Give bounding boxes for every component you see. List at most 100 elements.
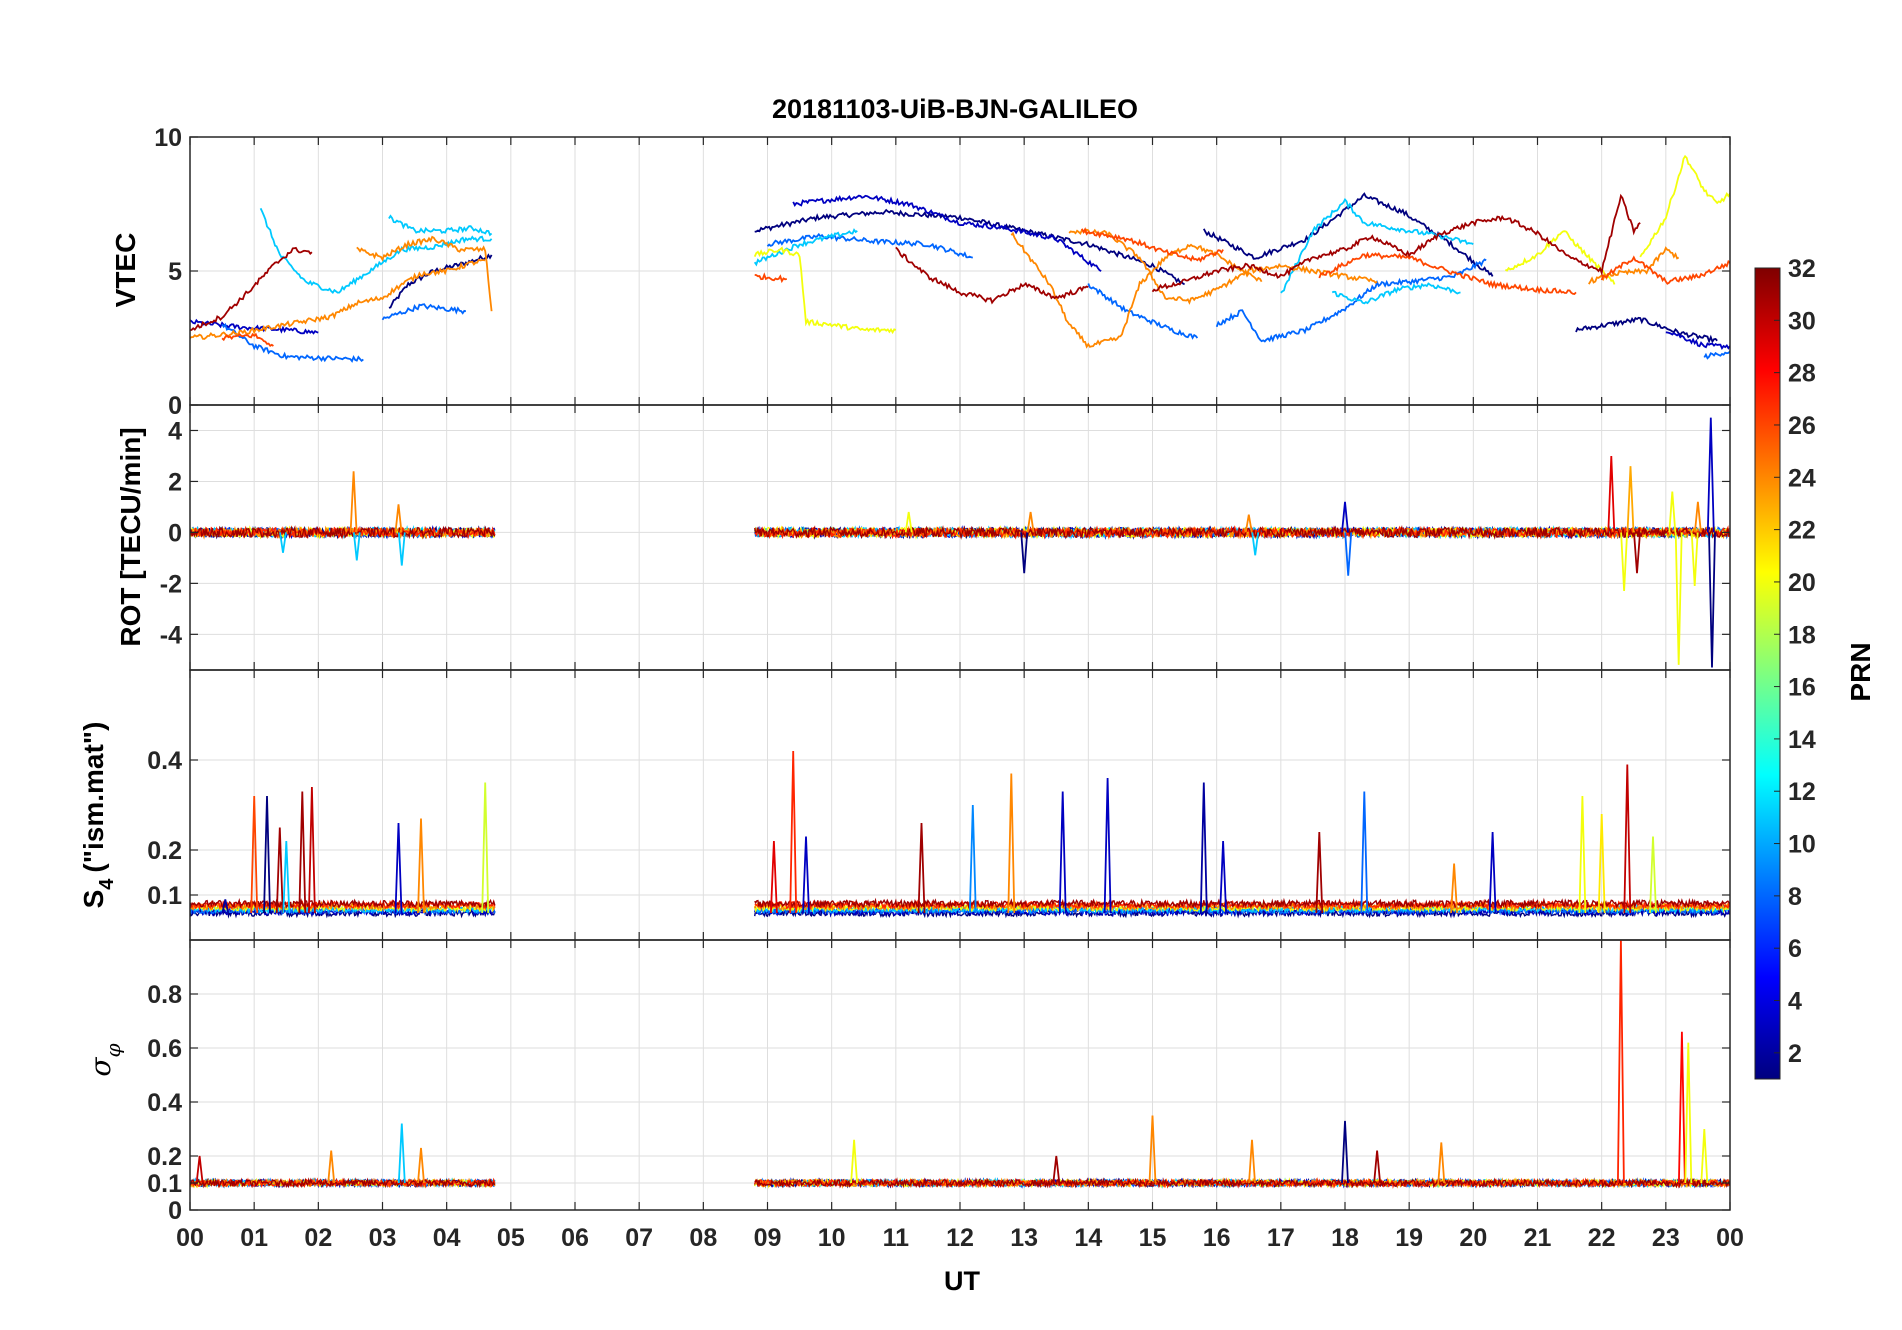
s4-ylabel-rest: ("ism.mat") <box>78 722 109 873</box>
x-tick-label: 05 <box>497 1224 525 1252</box>
sigma_phi-spike <box>1437 1142 1446 1184</box>
s4-spike <box>263 795 271 914</box>
s4-spike <box>417 818 425 914</box>
vtec-series-prn-20 <box>753 246 897 335</box>
x-tick-label: 21 <box>1524 1224 1552 1252</box>
s4-panel: 0.1 0.2 0.4 <box>147 669 1731 941</box>
vtec-series-prn-24 <box>1068 228 1378 305</box>
sigma_phi-ytick-label: 0.8 <box>147 981 182 1009</box>
s4-spike <box>1103 777 1112 914</box>
sigma_phi-ytick-label: 0.1 <box>147 1170 182 1198</box>
sigma_phi-ytick-label: 0.6 <box>147 1035 182 1063</box>
x-tick-label: 20 <box>1459 1224 1487 1252</box>
s4-spike <box>1623 764 1632 914</box>
x-tick-label: 01 <box>240 1224 268 1252</box>
colorbar-tick-label: 14 <box>1788 726 1816 754</box>
vtec-panel: 0 5 10 <box>154 124 1731 420</box>
vtec-series-prn-26 <box>221 332 274 348</box>
s4-ylabel-main: S <box>78 890 109 909</box>
x-tick-label: 02 <box>304 1224 332 1252</box>
sigma_phi-spike <box>1684 1042 1693 1184</box>
s4-trace-prn-31 <box>190 898 496 910</box>
rot-spike <box>1607 455 1616 533</box>
vtec-grid <box>190 136 1730 406</box>
s4-spike <box>917 822 926 914</box>
x-tick-label: 08 <box>689 1224 717 1252</box>
rot-trace-prn-31 <box>190 525 496 540</box>
s4-spike <box>1199 782 1208 914</box>
s4-ytick-label: 0.2 <box>147 837 182 865</box>
rot-spike <box>1620 532 1628 592</box>
x-tick-label: 04 <box>433 1224 461 1252</box>
s4-spike <box>1450 863 1458 914</box>
vtec-series-prn-3 <box>1665 331 1730 350</box>
colorbar-tick-label: 24 <box>1788 464 1816 492</box>
s4-spike <box>250 795 259 914</box>
rot-spike <box>1694 501 1702 533</box>
sigma_phi-spike <box>1700 1128 1709 1184</box>
rot-spike <box>1244 514 1253 533</box>
sigma_phi-spike <box>1373 1150 1381 1184</box>
s4-ylabel: S4 ("ism.mat") <box>78 722 118 909</box>
vtec-ylabel: VTEC <box>110 233 141 308</box>
s4-data <box>190 750 1730 919</box>
s4-ytick-label: 0.1 <box>147 882 182 910</box>
rot-spike <box>1341 501 1349 533</box>
vtec-series-prn-3 <box>190 318 319 335</box>
colorbar-tick-label: 30 <box>1788 307 1816 335</box>
colorbar-tick-label: 2 <box>1788 1040 1802 1068</box>
colorbar-tick-label: 10 <box>1788 831 1816 859</box>
rot-ylabel: ROT [TECU/min] <box>115 427 146 646</box>
sigma_phi-trace-prn-31 <box>754 1177 1730 1189</box>
sigma_phi-ytick-label: 0.2 <box>147 1143 182 1171</box>
s4-spike <box>1360 791 1369 914</box>
x-tick-labels: 00 01 02 03 04 05 06 07 08 09 10 11 12 13 14 15 16 17 18 19… <box>176 1224 1744 1252</box>
x-tick-label: 11 <box>883 1224 910 1252</box>
s4-spike <box>770 840 778 914</box>
vtec-series-prn-24 <box>356 235 493 312</box>
x-tick-label: 13 <box>1010 1224 1038 1252</box>
sigma_phi-spike <box>417 1147 425 1184</box>
vtec-series-prn-11 <box>1280 197 1474 294</box>
rot-trace-prn-31 <box>754 524 1730 540</box>
vtec-series-prn-26 <box>754 272 787 284</box>
rot-panel: -4 -2 0 2 4 <box>160 404 1731 671</box>
rot-spike <box>279 532 287 553</box>
sigma-phi-ylabel: σφ <box>84 1043 125 1076</box>
sigma_phi-spike <box>850 1139 858 1184</box>
sigma_phi-spike <box>195 1155 204 1184</box>
sigma_phi-ytick-label: 0 <box>168 1197 182 1225</box>
s4-spike <box>308 786 316 914</box>
vtec-series-prn-8 <box>1215 258 1487 343</box>
colorbar-tick-label: 4 <box>1788 988 1802 1016</box>
x-tick-label: 16 <box>1203 1224 1231 1252</box>
rot-spike <box>1706 417 1715 533</box>
colorbar-tick-label: 12 <box>1788 778 1816 806</box>
s4-ytick-label: 0.4 <box>147 747 182 775</box>
rot-ytick-label: 4 <box>168 417 182 445</box>
rot-spike <box>1668 491 1677 533</box>
x-tick-label: 10 <box>818 1224 846 1252</box>
x-tick-label: 17 <box>1267 1224 1295 1252</box>
rot-spike <box>1626 466 1635 533</box>
s4-spike <box>481 782 490 914</box>
sigma_phi-spike <box>1678 1031 1686 1184</box>
vtec-series-prn-31 <box>895 246 1089 305</box>
s4-spike <box>394 822 403 914</box>
vtec-series-prn-11 <box>259 207 493 294</box>
x-axis-label: UT <box>944 1266 980 1296</box>
sigma_phi-grid <box>190 940 1730 1211</box>
vtec-series-prn-8 <box>766 232 973 259</box>
rot-spike <box>1708 532 1716 668</box>
s4-spike <box>1488 831 1497 914</box>
s4-spike <box>1597 813 1606 914</box>
vtec-series-prn-24 <box>1588 246 1680 285</box>
sigma_phi-spike <box>1148 1115 1157 1184</box>
vtec-ytick-label: 0 <box>168 392 182 420</box>
vtec-data <box>190 154 1730 363</box>
vtec-series-prn-3 <box>792 194 1102 272</box>
rot-ytick-label: 0 <box>168 519 182 547</box>
